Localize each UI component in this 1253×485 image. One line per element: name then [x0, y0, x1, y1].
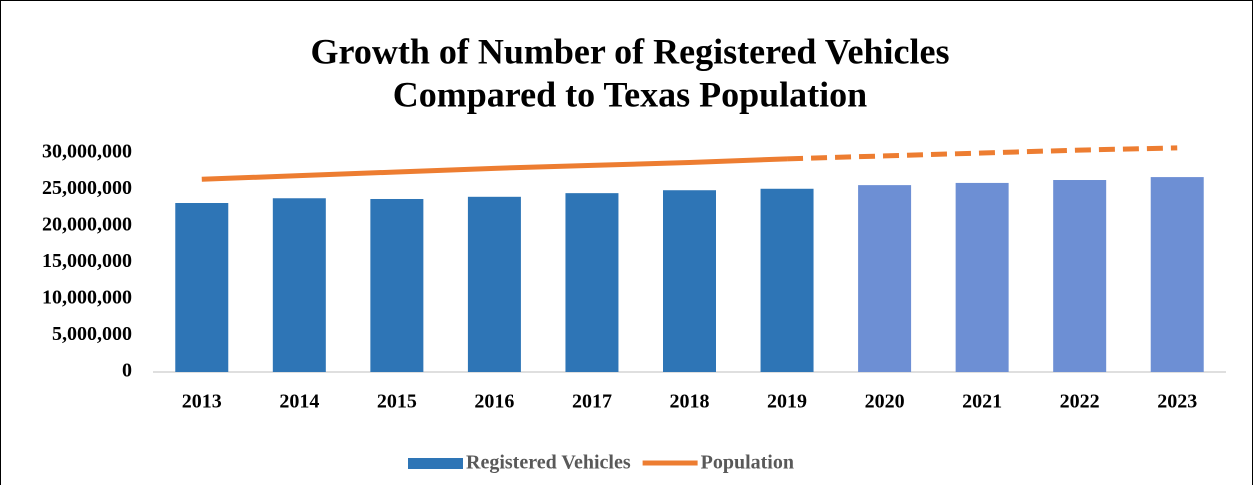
x-tick-label: 2015	[377, 391, 417, 413]
x-tick-label: 2014	[279, 391, 319, 413]
bar	[760, 188, 814, 372]
x-tick-label: 2021	[962, 391, 1002, 413]
y-tick-label: 25,000,000	[42, 177, 132, 199]
x-tick-label: 2018	[670, 391, 710, 413]
x-tick-label: 2023	[1157, 391, 1197, 413]
bar	[858, 185, 912, 372]
y-tick-label: 10,000,000	[42, 287, 132, 309]
y-tick-label: 0	[122, 360, 132, 382]
bar	[272, 198, 326, 372]
x-tick-label: 2020	[865, 391, 905, 413]
legend-label: Registered Vehicles	[466, 452, 631, 474]
y-tick-label: 5,000,000	[52, 323, 132, 345]
y-tick-label: 30,000,000	[42, 141, 132, 163]
bar	[370, 198, 424, 372]
legend-swatch	[408, 458, 463, 469]
line	[786, 145, 1178, 162]
bar	[565, 193, 619, 372]
bar	[1053, 180, 1107, 372]
x-tick-label: 2019	[767, 391, 807, 413]
bar	[175, 203, 229, 372]
y-tick-label: 15,000,000	[42, 250, 132, 272]
x-tick-label: 2016	[474, 391, 514, 413]
x-tick-label: 2017	[572, 391, 612, 413]
bar	[467, 196, 521, 372]
line	[201, 156, 788, 182]
bar	[663, 190, 716, 372]
legend-label: Population	[701, 452, 794, 474]
x-tick-label: 2022	[1060, 391, 1100, 413]
chart-title: Growth of Number of Registered Vehicles	[311, 31, 950, 71]
y-tick-label: 20,000,000	[42, 214, 132, 236]
x-tick-label: 2013	[182, 391, 222, 413]
bar	[1150, 177, 1204, 372]
bar	[955, 182, 1009, 372]
chart-title: Compared to Texas Population	[393, 74, 867, 114]
